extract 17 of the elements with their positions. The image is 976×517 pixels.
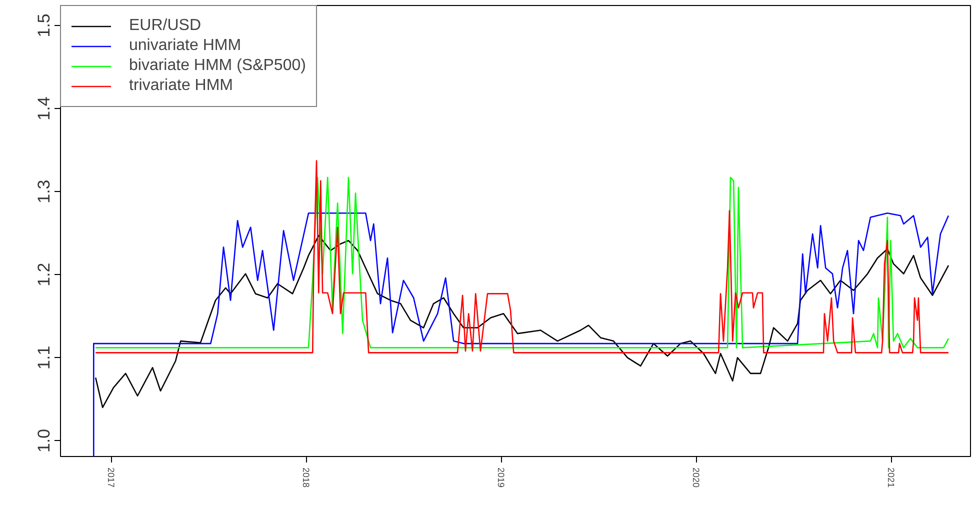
legend-label: bivariate HMM (S&P500)	[129, 57, 306, 75]
legend-label: univariate HMM	[129, 37, 242, 55]
x-tick-label: 2018	[301, 468, 312, 488]
line-series	[94, 234, 950, 408]
line-series	[93, 212, 950, 456]
y-tick-label: 1.0	[34, 428, 54, 453]
legend-label: trivariate HMM	[129, 77, 234, 95]
y-tick-label: 1.5	[34, 14, 54, 38]
x-tick-label: 2021	[886, 468, 896, 488]
legend-label: EUR/USD	[129, 17, 202, 35]
y-tick-label: 1.4	[34, 96, 54, 120]
y-tick-label: 1.1	[34, 346, 54, 370]
x-tick-label: 2019	[496, 468, 506, 488]
y-tick-label: 1.3	[34, 180, 54, 204]
x-tick-label: 2017	[106, 468, 116, 488]
x-tick-label: 2020	[691, 468, 702, 488]
y-tick-label: 1.2	[34, 262, 54, 286]
